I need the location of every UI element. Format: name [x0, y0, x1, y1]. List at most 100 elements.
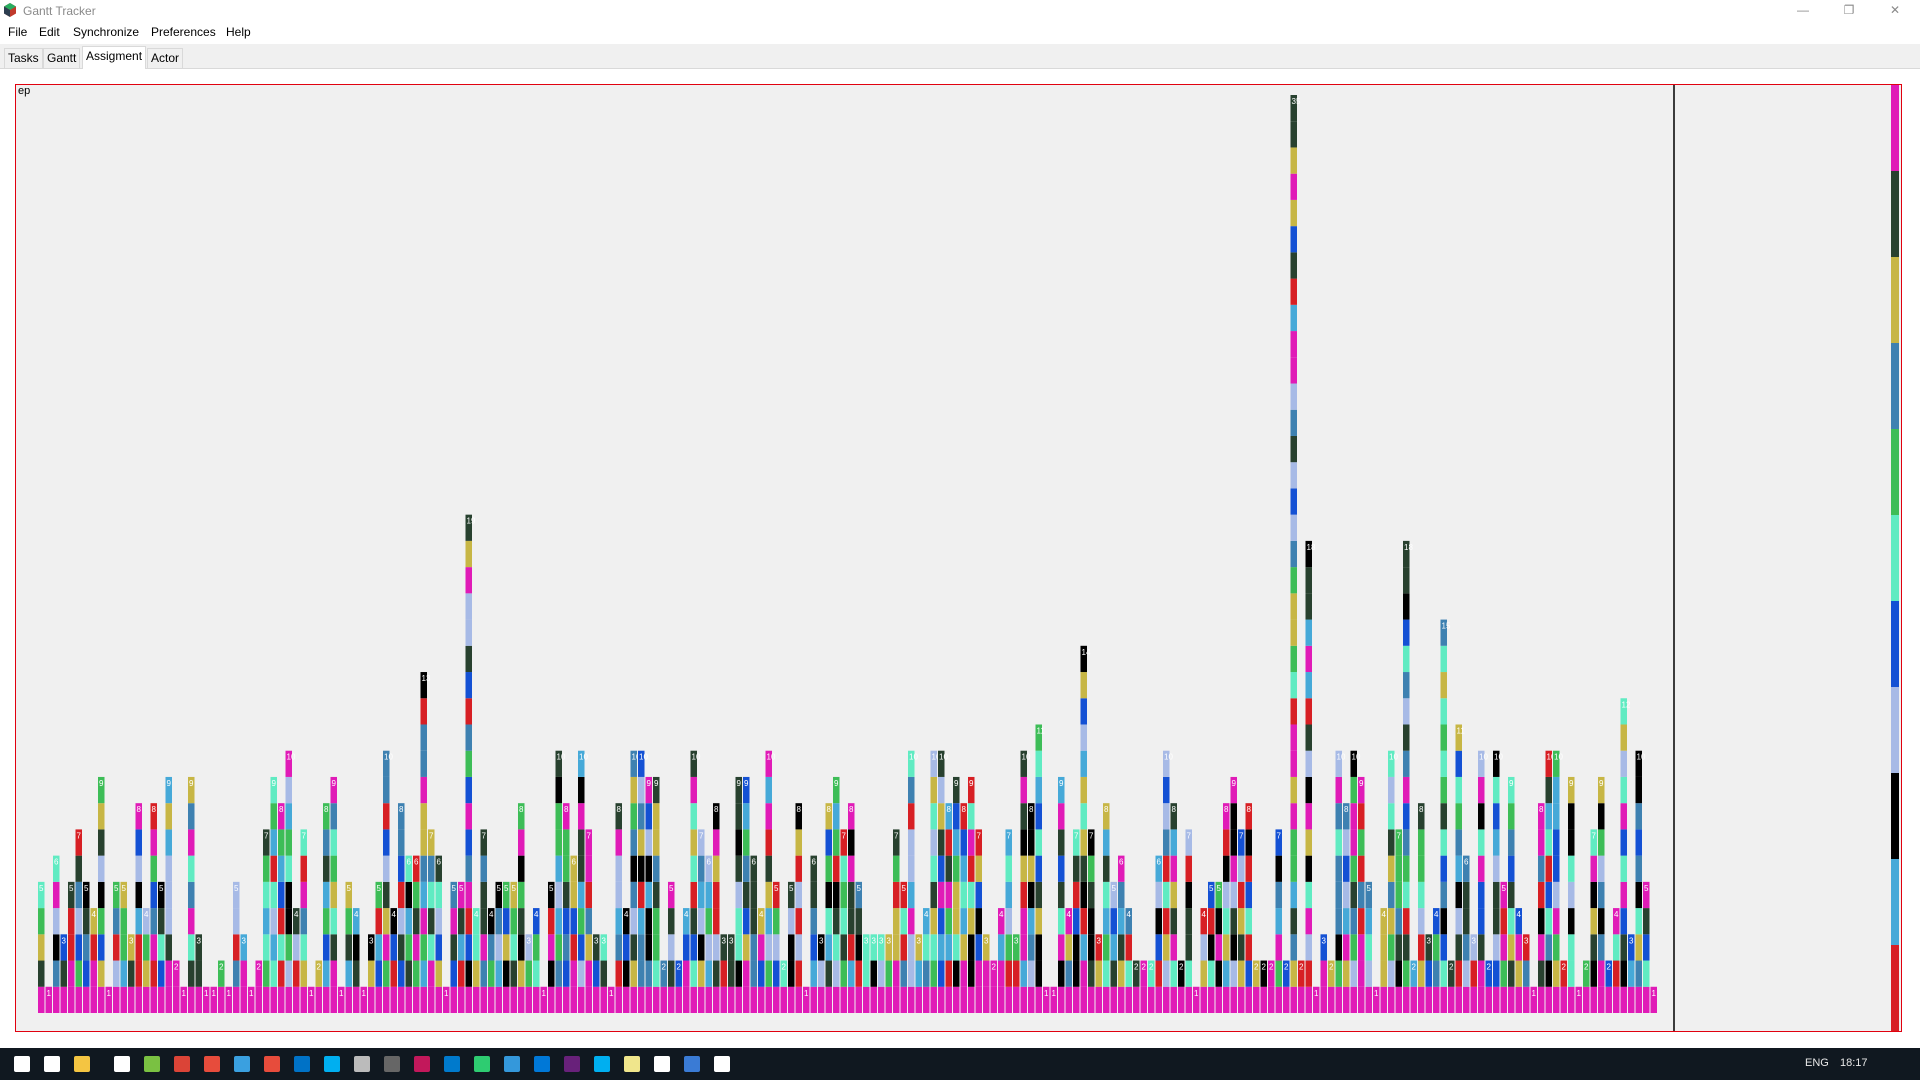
bar-segment[interactable] [570, 986, 578, 1013]
bar-segment[interactable] [1028, 855, 1035, 882]
bar-segment[interactable] [383, 776, 390, 804]
bar-segment[interactable] [420, 750, 428, 777]
bar-segment[interactable] [1365, 881, 1373, 909]
bar-segment[interactable] [1590, 986, 1598, 1013]
bar-segment[interactable] [885, 960, 893, 987]
bar-segment[interactable] [1290, 724, 1298, 751]
bar-segment[interactable] [1155, 960, 1163, 987]
bar-segment[interactable] [1425, 960, 1433, 987]
bar-segment[interactable] [120, 908, 128, 935]
bar-segment[interactable] [698, 881, 705, 909]
bar-segment[interactable] [818, 934, 825, 961]
bar-segment[interactable] [750, 881, 758, 909]
bar-segment[interactable] [1560, 986, 1568, 1013]
bar-segment[interactable] [390, 960, 398, 987]
bar-segment[interactable] [465, 514, 473, 541]
bar-segment[interactable] [345, 934, 353, 961]
bar-segment[interactable] [1493, 881, 1500, 909]
bar-segment[interactable] [353, 908, 360, 935]
bar-segment[interactable] [743, 934, 750, 961]
bar-segment[interactable] [930, 855, 938, 882]
bar-segment[interactable] [960, 881, 968, 909]
bar-segment[interactable] [1260, 986, 1268, 1013]
bar-segment[interactable] [1200, 934, 1208, 961]
bar-segment[interactable] [615, 908, 623, 935]
bar-segment[interactable] [188, 776, 195, 804]
bar-segment[interactable] [398, 908, 405, 935]
bar-segment[interactable] [405, 934, 413, 961]
bar-segment[interactable] [1628, 960, 1635, 987]
bar-segment[interactable] [1305, 803, 1313, 830]
bar-segment[interactable] [1620, 803, 1628, 830]
bar-segment[interactable] [1388, 803, 1395, 830]
bar-segment[interactable] [855, 986, 863, 1013]
tab-tasks[interactable]: Tasks [4, 48, 43, 68]
bar-segment[interactable] [1275, 829, 1283, 856]
bar-segment[interactable] [1538, 960, 1545, 987]
bar-segment[interactable] [653, 881, 660, 909]
bar-segment[interactable] [1058, 855, 1065, 882]
bar-segment[interactable] [1620, 855, 1628, 882]
bar-segment[interactable] [525, 934, 533, 961]
bar-segment[interactable] [975, 881, 983, 909]
bar-segment[interactable] [1478, 829, 1485, 856]
bar-segment[interactable] [1290, 252, 1298, 279]
bar-segment[interactable] [698, 908, 705, 935]
bar-segment[interactable] [270, 855, 278, 882]
bar-segment[interactable] [645, 908, 653, 935]
bar-segment[interactable] [1553, 934, 1560, 961]
bar-segment[interactable] [420, 803, 428, 830]
bar-segment[interactable] [900, 908, 908, 935]
bar-segment[interactable] [960, 986, 968, 1013]
bar-segment[interactable] [728, 934, 735, 961]
bar-segment[interactable] [465, 776, 473, 804]
bar-segment[interactable] [945, 908, 953, 935]
bar-segment[interactable] [1305, 698, 1313, 725]
bar-segment[interactable] [1290, 95, 1298, 122]
bar-segment[interactable] [98, 881, 105, 909]
bar-segment[interactable] [1155, 908, 1163, 935]
bar-segment[interactable] [1103, 855, 1110, 882]
bar-segment[interactable] [293, 934, 300, 961]
bar-segment[interactable] [1418, 960, 1425, 987]
bar-segment[interactable] [855, 881, 863, 909]
bar-segment[interactable] [953, 829, 960, 856]
bar-segment[interactable] [270, 881, 278, 909]
bar-segment[interactable] [1620, 986, 1628, 1013]
bar-segment[interactable] [368, 934, 375, 961]
bar-segment[interactable] [1418, 908, 1425, 935]
bar-segment[interactable] [1403, 750, 1410, 777]
bar-segment[interactable] [135, 908, 143, 935]
bar-segment[interactable] [705, 960, 713, 987]
bar-segment[interactable] [690, 855, 698, 882]
bar-segment[interactable] [1028, 829, 1035, 856]
bar-segment[interactable] [278, 855, 285, 882]
bar-segment[interactable] [1290, 593, 1298, 620]
bar-segment[interactable] [1163, 776, 1170, 804]
bar-segment[interactable] [1388, 881, 1395, 909]
bar-segment[interactable] [240, 934, 248, 961]
bar-segment[interactable] [1290, 226, 1298, 253]
skype-icon[interactable] [594, 1056, 610, 1072]
bar-segment[interactable] [968, 803, 975, 830]
bar-segment[interactable] [1628, 986, 1635, 1013]
bar-segment[interactable] [1418, 881, 1425, 909]
bar-segment[interactable] [263, 908, 270, 935]
bar-segment[interactable] [158, 934, 165, 961]
bar-segment[interactable] [833, 960, 840, 987]
bar-segment[interactable] [1365, 960, 1373, 987]
bar-segment[interactable] [938, 908, 945, 935]
bar-segment[interactable] [578, 750, 585, 777]
bar-segment[interactable] [608, 986, 615, 1013]
bar-segment[interactable] [1350, 908, 1358, 935]
bar-segment[interactable] [323, 934, 330, 961]
bar-segment[interactable] [555, 776, 563, 804]
bar-segment[interactable] [1538, 855, 1545, 882]
bar-segment[interactable] [555, 881, 563, 909]
bar-segment[interactable] [788, 881, 795, 909]
chrome-icon[interactable] [174, 1056, 190, 1072]
bar-segment[interactable] [1290, 960, 1298, 987]
bar-segment[interactable] [1215, 934, 1223, 961]
bar-segment[interactable] [720, 986, 728, 1013]
app-icon[interactable] [144, 1056, 160, 1072]
